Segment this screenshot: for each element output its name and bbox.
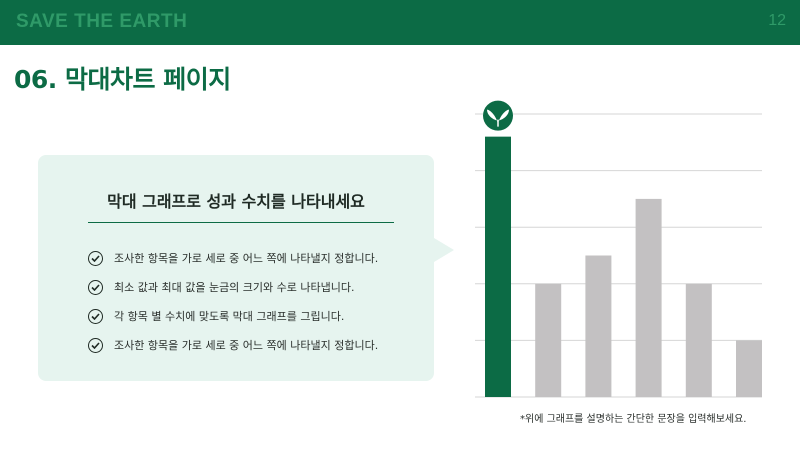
bar bbox=[685, 283, 712, 397]
bar bbox=[736, 340, 762, 397]
check-circle-icon bbox=[88, 309, 103, 324]
bullet-text: 조사한 항목을 가로 세로 중 어느 쪽에 나타낼지 정합니다. bbox=[114, 339, 379, 352]
bullet-list: 조사한 항목을 가로 세로 중 어느 쪽에 나타낼지 정합니다. 최소 값과 최… bbox=[88, 248, 428, 364]
check-circle-icon bbox=[88, 251, 103, 266]
bar bbox=[635, 198, 662, 397]
brand-title: SAVE THE EARTH bbox=[16, 11, 188, 32]
bar bbox=[535, 283, 562, 397]
bar bbox=[585, 255, 612, 397]
divider bbox=[88, 222, 394, 223]
leaf-icon bbox=[483, 100, 513, 131]
check-circle-icon bbox=[88, 280, 103, 295]
check-circle-icon bbox=[88, 338, 103, 353]
list-item: 최소 값과 최대 값을 눈금의 크기와 수로 나타냅니다. bbox=[88, 277, 428, 306]
list-item: 조사한 항목을 가로 세로 중 어느 쪽에 나타낼지 정합니다. bbox=[88, 248, 428, 277]
bullet-text: 각 항목 별 수치에 맞도록 막대 그래프를 그립니다. bbox=[114, 310, 345, 323]
card-heading: 막대 그래프로 성과 수치를 나타내세요 bbox=[107, 192, 365, 211]
bullet-text: 조사한 항목을 가로 세로 중 어느 쪽에 나타낼지 정합니다. bbox=[114, 252, 379, 265]
bar-highlight bbox=[485, 136, 511, 397]
list-item: 조사한 항목을 가로 세로 중 어느 쪽에 나타낼지 정합니다. bbox=[88, 335, 428, 364]
info-card: 막대 그래프로 성과 수치를 나타내세요 조사한 항목을 가로 세로 중 어느 … bbox=[38, 155, 434, 381]
bar-chart bbox=[475, 100, 762, 398]
list-item: 각 항목 별 수치에 맞도록 막대 그래프를 그립니다. bbox=[88, 306, 428, 335]
card-pointer bbox=[434, 238, 454, 262]
header-bar: SAVE THE EARTH 12 bbox=[0, 0, 800, 45]
bullet-text: 최소 값과 최대 값을 눈금의 크기와 수로 나타냅니다. bbox=[114, 281, 355, 294]
chart-caption: *위에 그래프를 설명하는 간단한 문장을 입력해보세요. bbox=[520, 414, 747, 425]
page-number: 12 bbox=[768, 12, 786, 29]
page-title: 06. 막대차트 페이지 bbox=[14, 65, 231, 94]
